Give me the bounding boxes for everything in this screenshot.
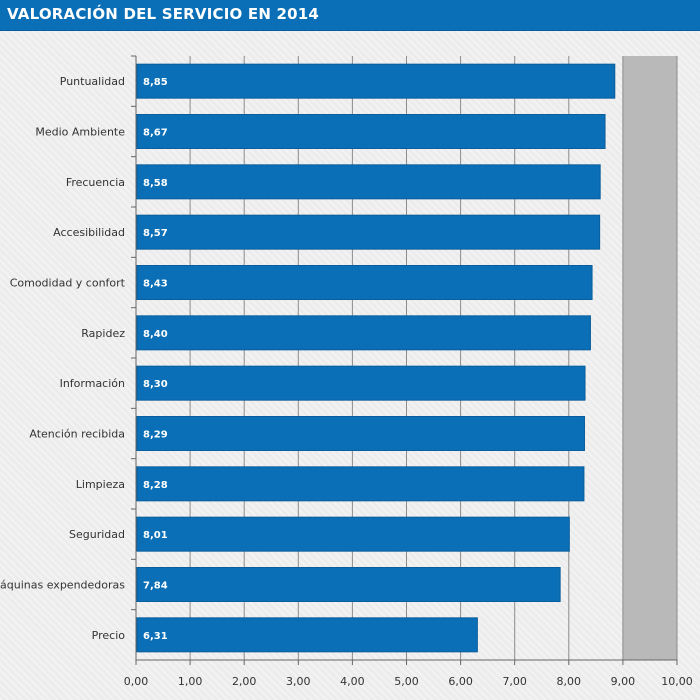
value-label: 6,31 bbox=[143, 631, 168, 642]
category-label: Atención recibida bbox=[29, 428, 125, 441]
bar bbox=[136, 416, 585, 451]
bar bbox=[136, 63, 616, 99]
x-tick-label: 7,00 bbox=[502, 675, 527, 688]
category-label: Seguridad bbox=[69, 528, 125, 541]
value-label: 8,85 bbox=[143, 77, 168, 88]
bar bbox=[136, 466, 585, 502]
category-label: Comodidad y confort bbox=[10, 277, 126, 290]
value-label: 8,29 bbox=[143, 430, 168, 441]
x-tick-label: 3,00 bbox=[286, 675, 311, 688]
x-tick-label: 6,00 bbox=[448, 675, 473, 688]
bar bbox=[136, 365, 586, 401]
x-tick-label: 10,00 bbox=[661, 675, 693, 688]
value-label: 8,01 bbox=[143, 530, 168, 541]
x-tick-label: 0,00 bbox=[124, 675, 149, 688]
category-label: Máquinas expendedoras bbox=[0, 579, 125, 592]
x-tick-label: 2,00 bbox=[232, 675, 257, 688]
bar bbox=[136, 114, 606, 149]
bar bbox=[136, 567, 561, 602]
value-label: 8,30 bbox=[143, 379, 168, 390]
bar bbox=[136, 315, 591, 351]
x-tick-label: 5,00 bbox=[394, 675, 419, 688]
x-tick-label: 9,00 bbox=[611, 675, 636, 688]
category-label: Rapidez bbox=[81, 327, 125, 340]
x-tick-label: 4,00 bbox=[340, 675, 365, 688]
highlight-band bbox=[622, 56, 677, 660]
value-label: 8,58 bbox=[143, 178, 168, 189]
x-tick-label: 1,00 bbox=[178, 675, 203, 688]
category-label: Precio bbox=[92, 629, 126, 642]
category-label: Accesibilidad bbox=[53, 226, 125, 239]
bar bbox=[136, 164, 601, 200]
bar bbox=[136, 214, 601, 250]
category-label: Puntualidad bbox=[60, 75, 125, 88]
category-label: Frecuencia bbox=[66, 176, 125, 189]
x-tick-label: 8,00 bbox=[557, 675, 582, 688]
category-label: Medio Ambiente bbox=[35, 126, 125, 139]
chart-title: VALORACIÓN DEL SERVICIO EN 2014 bbox=[7, 5, 320, 23]
value-label: 8,40 bbox=[143, 329, 168, 340]
value-label: 8,67 bbox=[143, 128, 168, 139]
bar bbox=[136, 617, 478, 653]
value-label: 8,28 bbox=[143, 480, 168, 491]
value-label: 7,84 bbox=[143, 581, 168, 592]
category-label: Información bbox=[60, 377, 125, 390]
value-label: 8,57 bbox=[143, 228, 168, 239]
value-label: 8,43 bbox=[143, 279, 168, 290]
bar bbox=[136, 265, 593, 300]
title-bar: VALORACIÓN DEL SERVICIO EN 2014 bbox=[0, 0, 700, 31]
category-label: Limpieza bbox=[76, 478, 125, 491]
bar bbox=[136, 516, 570, 552]
